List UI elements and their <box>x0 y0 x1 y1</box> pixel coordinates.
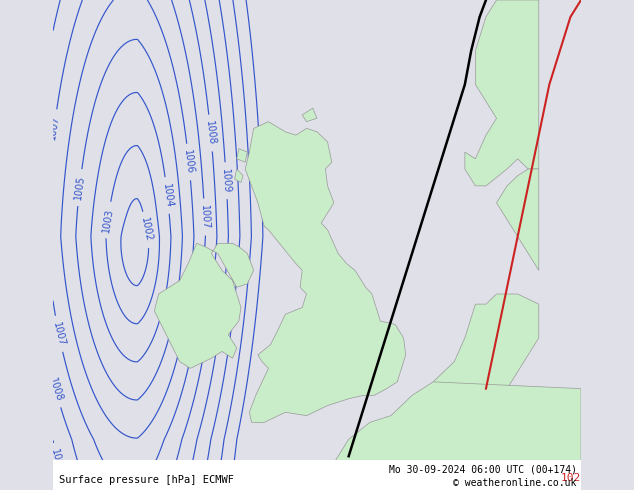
Polygon shape <box>317 382 581 490</box>
Text: 1006: 1006 <box>183 149 195 175</box>
Polygon shape <box>465 0 539 186</box>
Text: 1005: 1005 <box>73 175 86 200</box>
Polygon shape <box>236 148 247 162</box>
Text: 1004: 1004 <box>161 183 174 208</box>
Text: 1007: 1007 <box>48 115 61 141</box>
Text: 1008: 1008 <box>47 377 64 403</box>
Text: © weatheronline.co.uk: © weatheronline.co.uk <box>453 478 577 489</box>
Polygon shape <box>245 122 406 422</box>
Polygon shape <box>433 294 539 422</box>
Text: Mo 30-09-2024 06:00 UTC (00+174): Mo 30-09-2024 06:00 UTC (00+174) <box>389 465 577 475</box>
Text: 1009: 1009 <box>221 168 232 193</box>
Text: Surface pressure [hPa] ECMWF: Surface pressure [hPa] ECMWF <box>60 475 235 485</box>
Text: 1003: 1003 <box>101 207 115 233</box>
Text: 1002: 1002 <box>139 217 154 243</box>
Polygon shape <box>235 169 243 182</box>
Polygon shape <box>496 169 539 270</box>
Polygon shape <box>154 244 254 368</box>
Text: 102: 102 <box>560 473 581 483</box>
Text: 1007: 1007 <box>199 204 210 230</box>
FancyBboxPatch shape <box>53 460 581 490</box>
Text: 1009: 1009 <box>49 448 65 474</box>
Polygon shape <box>302 108 317 122</box>
Text: 1007: 1007 <box>51 321 67 347</box>
Text: 1008: 1008 <box>204 121 217 146</box>
